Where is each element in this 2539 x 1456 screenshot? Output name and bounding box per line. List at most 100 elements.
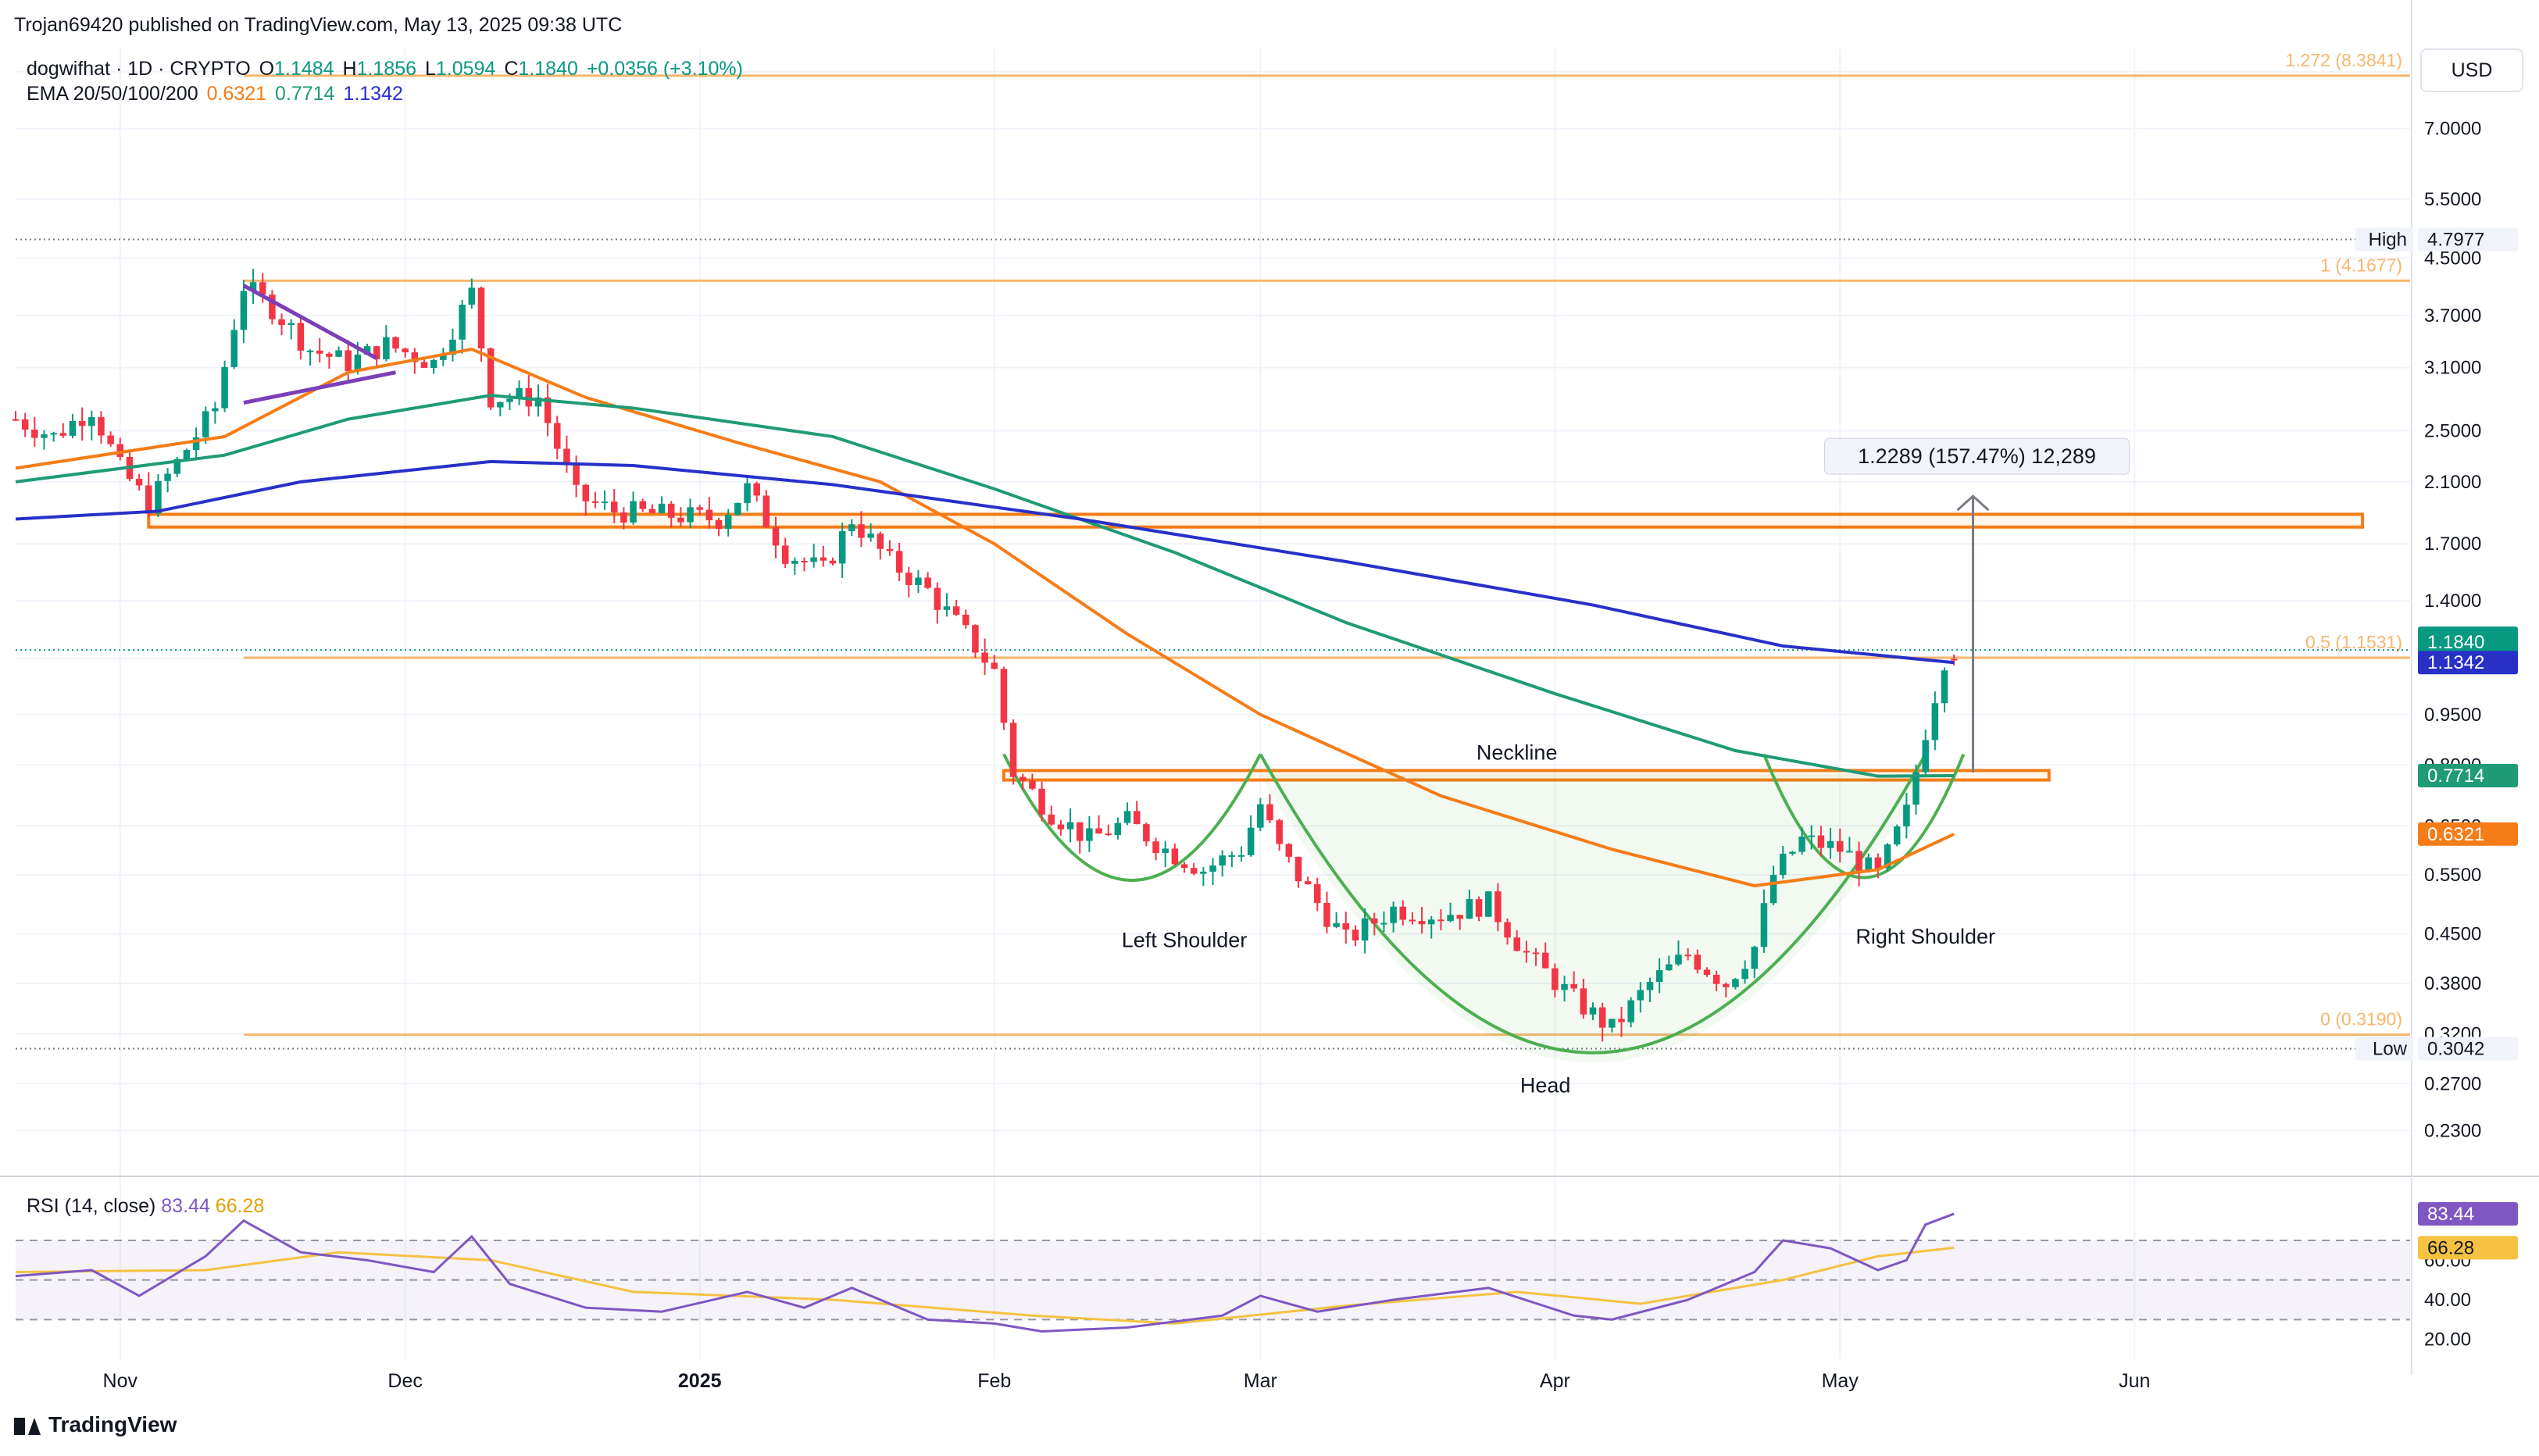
candle-body bbox=[573, 465, 580, 485]
candle-body bbox=[753, 483, 760, 496]
candle-body bbox=[1057, 824, 1065, 830]
candle-body bbox=[477, 287, 485, 349]
candle-body bbox=[762, 495, 770, 528]
candle-body bbox=[50, 433, 57, 435]
low-value: 1.0594 bbox=[435, 58, 496, 80]
candle-body bbox=[1048, 814, 1055, 825]
candle-body bbox=[1276, 820, 1283, 844]
candle-body bbox=[1751, 947, 1759, 969]
candle-body bbox=[1294, 856, 1302, 882]
candle-body bbox=[1732, 979, 1739, 987]
time-axis-label: Feb bbox=[977, 1370, 1011, 1392]
candle-body bbox=[1513, 937, 1520, 951]
candle-body bbox=[459, 305, 466, 340]
candle-body bbox=[639, 501, 646, 509]
candle-body bbox=[1019, 776, 1027, 781]
time-axis-label: 2025 bbox=[678, 1370, 722, 1392]
ema-line bbox=[15, 348, 1955, 887]
candle-body bbox=[895, 551, 903, 573]
candle-body bbox=[962, 614, 970, 626]
candle-body bbox=[1095, 828, 1102, 834]
price-and-time-axes: 0.23000.27000.32000.38000.45000.55000.65… bbox=[103, 62, 2518, 1392]
candle-body bbox=[1627, 1000, 1634, 1022]
candle-body bbox=[563, 448, 570, 466]
candle-body bbox=[316, 350, 323, 354]
ema-tag bbox=[2418, 651, 2518, 675]
ema-line bbox=[15, 459, 1955, 665]
measure-arrowhead bbox=[1956, 494, 1990, 512]
measure-tool[interactable]: 1.2289 (157.47%) 12,289 bbox=[1824, 437, 2130, 773]
candle-body bbox=[278, 319, 285, 326]
candle-body bbox=[1162, 848, 1169, 853]
chart-grid bbox=[0, 0, 2539, 1375]
high-side-label-bg bbox=[2355, 227, 2413, 252]
candle-body bbox=[1760, 903, 1768, 947]
candle-body bbox=[582, 484, 590, 501]
high-tag bbox=[2418, 227, 2518, 252]
candle-body bbox=[601, 501, 609, 504]
candle-body bbox=[1874, 857, 1882, 869]
candle-body bbox=[943, 606, 951, 610]
candle-body bbox=[41, 434, 48, 438]
fib-level-label: 1.272 (8.3841) bbox=[2285, 50, 2402, 70]
candle-body bbox=[848, 524, 855, 531]
fib-level-label: 1 (4.1677) bbox=[2320, 255, 2402, 275]
candle-body bbox=[1076, 822, 1084, 841]
ema-tag bbox=[2418, 763, 2518, 787]
price-axis-tick: 3.7000 bbox=[2424, 305, 2481, 327]
candle-body bbox=[1941, 670, 1948, 704]
candle-body bbox=[1589, 1007, 1597, 1015]
low-side-label-bg bbox=[2355, 1037, 2413, 1061]
candle-body bbox=[98, 417, 105, 436]
head-and-shoulders-pattern bbox=[1002, 753, 1966, 1063]
candle-body bbox=[1637, 990, 1644, 1001]
publisher-line: Trojan69420 published on TradingView.com… bbox=[14, 14, 623, 36]
price-axis-tick: 0.9500 bbox=[2424, 705, 2481, 726]
fib-level-label: 0.5 (1.1531) bbox=[2305, 632, 2402, 652]
candle-body bbox=[544, 397, 552, 423]
candle-body bbox=[1266, 804, 1273, 821]
candle-body bbox=[554, 423, 561, 449]
fibonacci-levels: 1.272 (8.3841) 1 (4.1677) 0.5 (1.1531) 0 (0… bbox=[16, 50, 2410, 1050]
candle-body bbox=[772, 527, 780, 546]
rsi-axis-tick: 20.00 bbox=[2424, 1329, 2471, 1351]
candle-body bbox=[1209, 865, 1216, 872]
candle-body bbox=[1541, 952, 1549, 969]
candle-body bbox=[1456, 915, 1463, 919]
ema-tag-text: 1.1342 bbox=[2427, 652, 2484, 673]
rsi-legend-ma-value: 66.28 bbox=[210, 1195, 265, 1217]
price-axis-tick: 4.5000 bbox=[2424, 248, 2481, 269]
head-curve bbox=[1259, 753, 1927, 1055]
currency-button[interactable]: USD bbox=[2420, 48, 2523, 92]
price-axis-tick: 3.1000 bbox=[2424, 358, 2481, 379]
candle-body bbox=[991, 662, 998, 669]
candle-body bbox=[230, 330, 237, 367]
time-axis-label: Nov bbox=[103, 1370, 138, 1392]
candle-body bbox=[1418, 921, 1426, 925]
symbol-label[interactable]: dogwifhat · 1D · CRYPTO bbox=[27, 58, 251, 80]
candle-body bbox=[335, 350, 342, 357]
triangle-pattern bbox=[242, 284, 396, 405]
price-zone bbox=[1002, 769, 2051, 782]
ema-legend[interactable]: EMA 20/50/100/200 0.6321 0.7714 1.1342 bbox=[27, 83, 403, 105]
change-value: +0.0356 (+3.10%) bbox=[586, 58, 743, 80]
candle-body bbox=[1237, 855, 1245, 857]
price-axis-tick: 0.2700 bbox=[2424, 1073, 2481, 1094]
candle-body bbox=[487, 348, 495, 408]
candle-body bbox=[1532, 952, 1540, 955]
price-axis-tick: 1.4000 bbox=[2424, 591, 2481, 612]
candle-body bbox=[1247, 827, 1255, 855]
candle-body bbox=[192, 437, 200, 451]
time-axis-label: Dec bbox=[387, 1370, 422, 1392]
fib-level-label: 0 (0.3190) bbox=[2320, 1009, 2402, 1030]
candle-body bbox=[145, 485, 152, 514]
measure-label: 1.2289 (157.47%) 12,289 bbox=[1858, 444, 2096, 468]
candle-body bbox=[1703, 969, 1711, 975]
rsi-tag-text: 83.44 bbox=[2427, 1204, 2474, 1225]
candle-body bbox=[696, 507, 703, 510]
candle-body bbox=[297, 323, 305, 351]
tradingview-logo[interactable]: TradingView bbox=[14, 1412, 177, 1437]
candle-body bbox=[1561, 983, 1568, 990]
pattern-label: Head bbox=[1520, 1074, 1571, 1097]
